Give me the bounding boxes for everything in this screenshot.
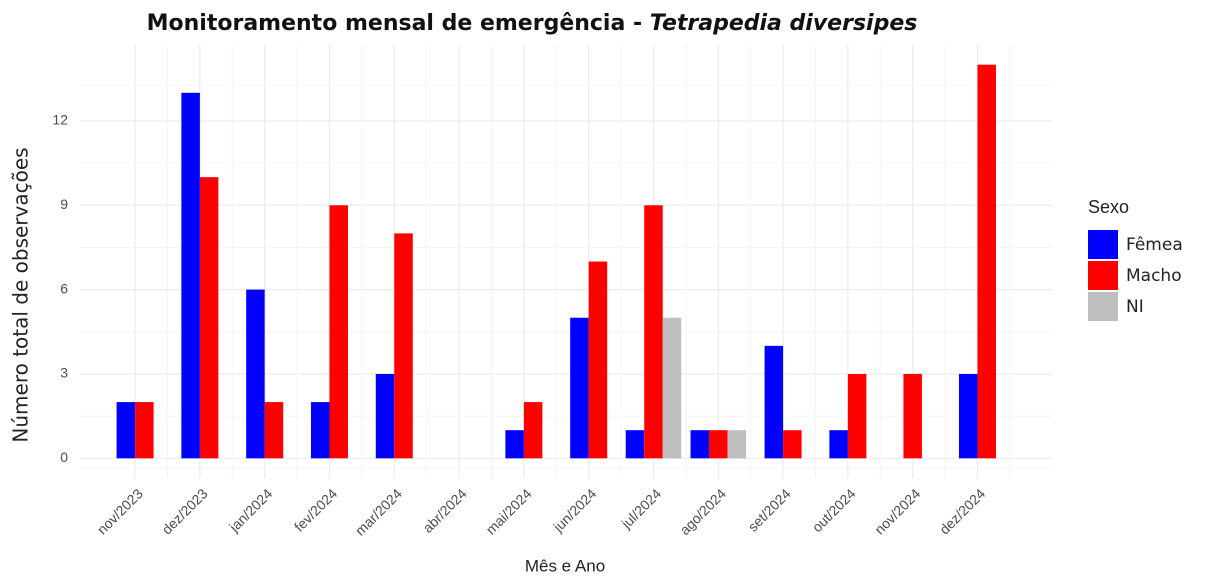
bars [116,64,996,459]
bar [310,402,330,459]
x-tick-label: jun/2024 [549,485,599,535]
x-tick-label: nov/2023 [94,485,146,537]
bar [135,402,154,459]
y-tick-label: 0 [60,449,68,465]
legend-label: Macho [1126,266,1182,286]
legend: Fêmea Macho NI [1088,230,1183,321]
bar [829,430,848,459]
y-tick-label: 9 [60,196,68,212]
x-tick-label: ago/2024 [676,485,729,538]
y-tick-label: 3 [60,365,68,381]
bar [505,430,524,459]
bar [662,317,682,459]
legend-swatch [1088,230,1118,259]
bar [958,373,978,459]
legend-label: NI [1126,297,1144,317]
bar [199,177,219,459]
x-tick-label: jul/2024 [618,485,665,532]
x-tick-label: nov/2024 [871,485,923,537]
x-tick-label: mar/2024 [352,485,405,538]
bar [727,430,747,459]
bar [783,430,802,459]
title-species: Tetrapedia diversipes [650,11,918,36]
x-tick-label: fev/2024 [291,485,340,534]
bar [329,205,348,459]
bar [588,261,608,459]
bar [375,373,395,459]
x-tick-label: mai/2024 [483,485,535,537]
x-tick-label: out/2024 [809,485,859,535]
chart-title: Monitoramento mensal de emergência - Tet… [147,11,918,36]
bar [847,373,867,459]
x-tick-label: set/2024 [745,485,794,534]
bar [903,373,922,459]
x-axis-label: Mês e Ano [525,556,605,575]
bar [709,430,728,459]
legend-swatch [1088,292,1118,321]
bar [116,402,136,459]
title-main: Monitoramento mensal de emergência - [147,11,650,36]
bar [246,289,265,459]
bar [523,402,543,459]
bar [764,345,784,459]
y-axis-label: Número total de observações [9,147,33,442]
legend-title: Sexo [1088,197,1129,217]
bar [644,205,663,459]
bar [181,92,200,459]
bar [690,430,710,459]
x-tick-label: dez/2023 [159,485,211,537]
bar [977,64,996,459]
y-tick-label: 12 [52,112,68,128]
bar [570,317,589,459]
x-tick-label: jan/2024 [225,485,275,535]
legend-swatch [1088,261,1118,290]
x-tick-label: dez/2024 [936,485,988,537]
bar [394,233,413,459]
x-tick-label: abr/2024 [419,485,470,536]
y-tick-label: 6 [60,280,68,296]
legend-label: Fêmea [1126,235,1183,255]
bar [625,430,645,459]
bar [264,402,284,459]
